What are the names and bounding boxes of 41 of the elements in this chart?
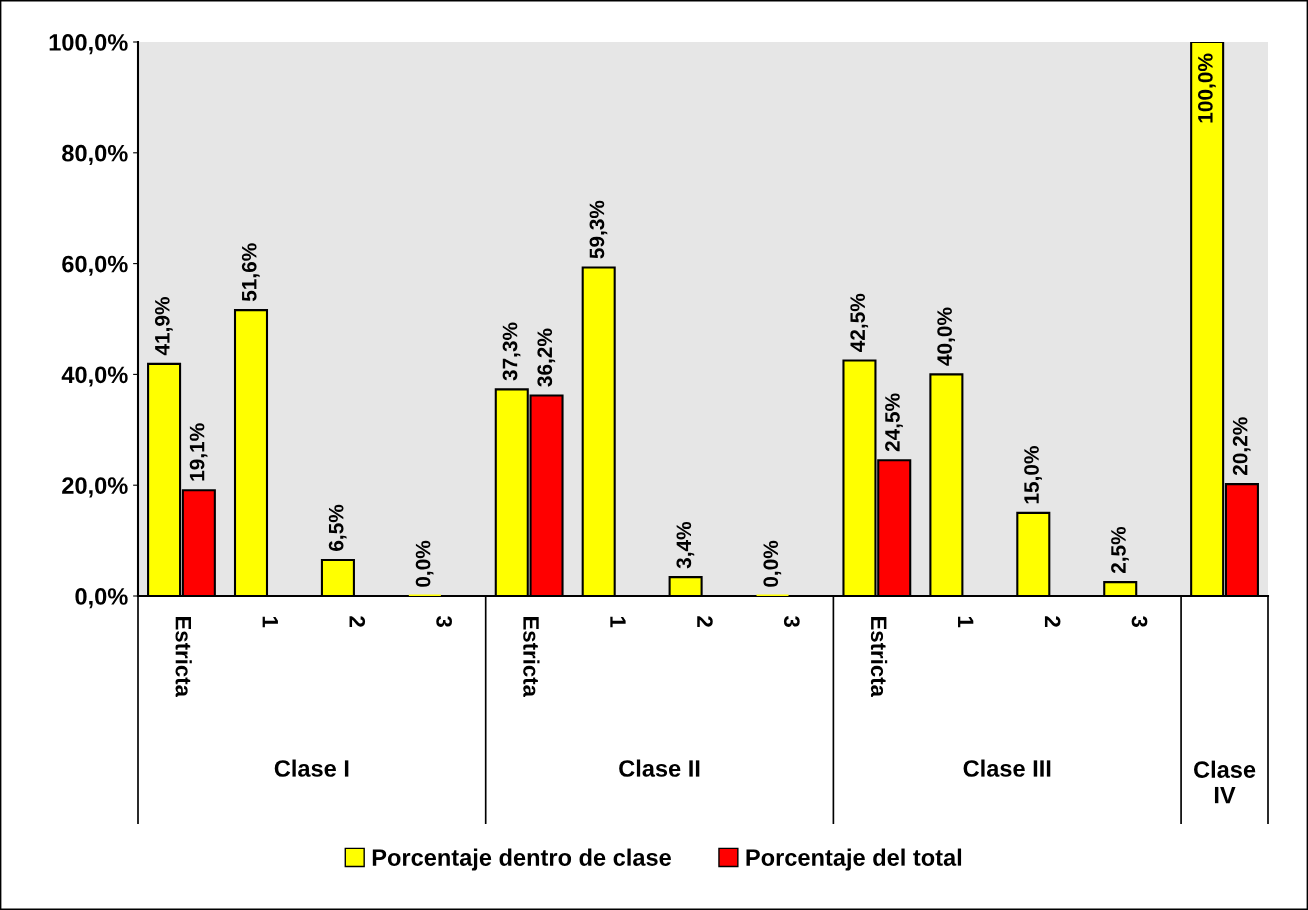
data-label: 42,5% [850, 293, 869, 352]
y-tick-label: 20,0% [62, 477, 128, 498]
y-tick-label: 0,0% [75, 588, 128, 609]
data-label: 37,3% [502, 322, 521, 381]
x-tick-label: 1 [610, 616, 626, 628]
data-label: 59,3% [589, 200, 608, 259]
data-label: 2,5% [1111, 526, 1129, 574]
x-tick-label: 1 [262, 616, 278, 628]
x-tick-label: 3 [783, 615, 800, 627]
text: Clase III [963, 759, 1051, 777]
text: Clase IV [1194, 760, 1256, 804]
data-label: 19,1% [189, 423, 208, 481]
legend-label: Porcentaje del total [746, 848, 962, 871]
x-tick-label: 2 [697, 616, 713, 627]
data-label: 0,0% [415, 540, 434, 587]
data-label: 41,9% [154, 297, 173, 356]
text: Clase II [619, 759, 700, 777]
legend-label: Porcentaje dentro de clase [372, 848, 671, 871]
data-label: 3,4% [676, 521, 695, 569]
data-label: 40,0% [937, 307, 955, 366]
y-tick-label: 80,0% [62, 144, 128, 166]
x-tick-label: Estricta [175, 616, 192, 698]
y-tick-label: 40,0% [61, 366, 128, 387]
x-tick-label: Estricta [870, 616, 888, 698]
x-tick-label: 1 [958, 616, 974, 628]
data-label: 15,0% [1024, 446, 1042, 504]
x-tick-label: 3 [436, 615, 452, 627]
x-tick-label: 2 [349, 616, 366, 627]
x-tick-label: 3 [1131, 615, 1148, 627]
text: Clase I [274, 759, 349, 777]
data-label: 20,2% [1232, 417, 1251, 476]
y-tick-label: 100,0% [49, 34, 128, 55]
data-label: 36,2% [537, 328, 556, 387]
y-tick-label: 60,0% [62, 255, 128, 276]
data-label: 6,5% [328, 504, 347, 551]
x-tick-label: Estricta [523, 616, 540, 698]
data-label: 51,6% [241, 243, 260, 302]
x-tick-label: 2 [1044, 616, 1061, 627]
data-label: 0,0% [763, 540, 782, 587]
data-label: 24,5% [885, 393, 903, 452]
data-label: 100,0% [1197, 53, 1216, 123]
